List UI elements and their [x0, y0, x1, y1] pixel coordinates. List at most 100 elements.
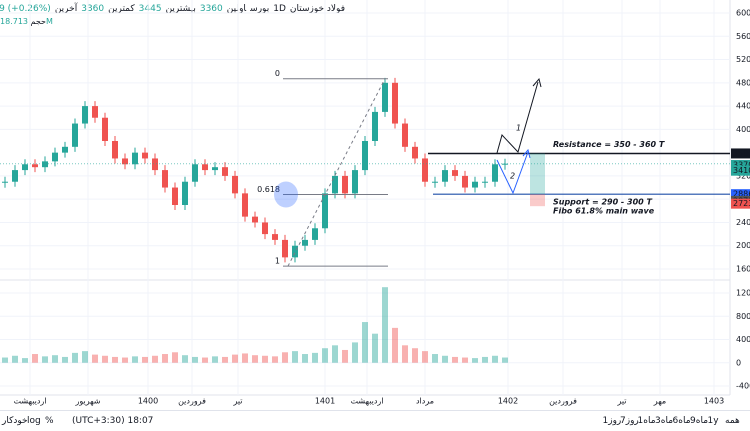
volume-bar — [312, 352, 318, 363]
volume-bar — [292, 351, 298, 363]
x-tick-label: اردیبهشت — [14, 397, 47, 406]
fib-label: 0.618 — [257, 185, 280, 194]
volume-bar — [302, 354, 308, 363]
candle — [122, 158, 128, 165]
volume-bar — [192, 356, 198, 363]
footer: خودکار log % (UTC+3:30) 18:07 همه 1y 9ماه 6… — [0, 410, 750, 431]
price-tag-label: 3370 — [733, 161, 750, 170]
candle — [222, 167, 228, 176]
x-tick-label: تیر — [616, 397, 626, 406]
range-button[interactable]: 1y — [707, 416, 719, 426]
volume-bar — [132, 356, 138, 363]
auto-button[interactable]: خودکار — [2, 416, 28, 426]
candle — [182, 181, 188, 205]
candle — [262, 222, 268, 235]
candle — [372, 111, 378, 141]
candle — [142, 152, 148, 159]
volume-bar — [22, 358, 28, 363]
stop-zone — [530, 194, 545, 207]
support-label: Support = 290 - 300 T — [553, 198, 653, 207]
wave-label: 2 — [510, 172, 515, 181]
range-button[interactable]: 6ماه — [672, 416, 691, 426]
volume-bar — [422, 351, 428, 363]
log-button[interactable]: log — [27, 416, 41, 426]
range-button[interactable]: 1روز — [602, 416, 622, 426]
fib-label: 1 — [275, 257, 280, 266]
candle — [252, 216, 258, 223]
volume-bar — [472, 358, 478, 363]
candle — [482, 181, 488, 183]
price-tag — [731, 198, 750, 209]
volume-bar — [42, 356, 48, 363]
candle — [2, 181, 8, 183]
vol-tick-label: 1200 — [736, 289, 750, 298]
volume-bar — [142, 356, 148, 363]
candle — [392, 82, 398, 124]
range-button[interactable]: 3ماه — [655, 416, 674, 426]
volume-bar — [382, 287, 388, 363]
price-tag — [731, 148, 750, 159]
volume-bar — [102, 355, 108, 363]
change: +9 (+0.26%) — [0, 4, 51, 14]
x-tick-label: مرداد — [416, 397, 434, 406]
candle — [312, 228, 318, 240]
candle — [432, 181, 438, 183]
target-zone — [530, 153, 545, 195]
chart: 1600200024002800320040004400480052005600… — [0, 0, 750, 406]
volume-bar — [92, 354, 98, 363]
value: 3360 — [81, 4, 105, 14]
vol-tick-label: 0 — [736, 358, 741, 367]
volume-bar — [452, 356, 458, 363]
candle — [212, 167, 218, 171]
volume-bar — [52, 355, 58, 363]
candle — [352, 170, 358, 194]
value: 3360 — [199, 4, 223, 14]
candle — [402, 123, 408, 147]
volume-bar — [32, 354, 38, 363]
candle — [32, 164, 38, 168]
candle — [172, 187, 178, 205]
symbol: فولاد خوزستان — [289, 4, 345, 14]
candle — [42, 161, 48, 168]
candle — [462, 175, 468, 188]
label: بیشترین — [165, 4, 196, 14]
label: آخرین — [54, 4, 78, 14]
candle — [412, 146, 418, 159]
volume-bar — [272, 356, 278, 363]
volume-bar — [112, 356, 118, 363]
volume-bar — [362, 322, 368, 363]
x-tick-label: تیر — [232, 397, 242, 406]
volume-bar — [492, 355, 498, 363]
highlight — [274, 181, 298, 208]
volume-bar — [322, 348, 328, 363]
range-button[interactable]: 1ماه — [637, 416, 656, 426]
range-button[interactable]: 7روز — [620, 416, 639, 426]
candle — [62, 146, 68, 153]
volume-bar — [442, 355, 448, 363]
x-tick-label: 1403 — [704, 397, 724, 406]
volume-bar — [342, 349, 348, 363]
candle — [192, 164, 198, 182]
volume-bar — [242, 353, 248, 363]
range-button[interactable]: همه — [725, 416, 740, 426]
volume-bar — [212, 356, 218, 363]
candle — [322, 193, 328, 229]
x-tick-label: 1401 — [315, 397, 335, 406]
candle — [232, 175, 238, 194]
volume-bar — [372, 333, 378, 363]
candle — [112, 141, 118, 159]
header: فولاد خوزستان1Dبورساولین3360بیشترین3445ک… — [0, 0, 345, 14]
candle — [332, 175, 338, 194]
wave-arrow — [496, 77, 542, 154]
percent-button[interactable]: % — [45, 416, 54, 426]
candle — [282, 239, 288, 258]
price-tag — [731, 160, 750, 171]
volume-bar — [72, 352, 78, 363]
volume-bar — [332, 345, 338, 363]
interval: 1D — [273, 4, 286, 14]
range-button[interactable]: 9ماه — [690, 416, 709, 426]
candle — [152, 158, 158, 171]
support-note: Fibo 61.8% main wave — [553, 207, 655, 216]
candle — [472, 181, 478, 188]
y-tick-label: 1600 — [736, 265, 750, 274]
